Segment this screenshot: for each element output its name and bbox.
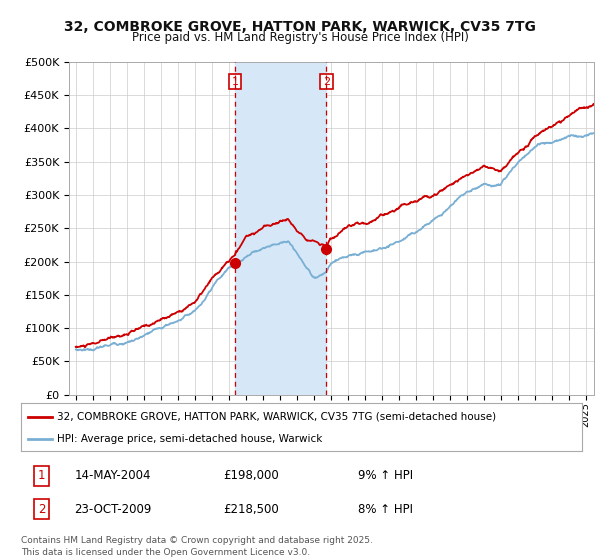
Text: £198,000: £198,000: [223, 469, 279, 482]
Text: 1: 1: [232, 77, 238, 87]
Text: 14-MAY-2004: 14-MAY-2004: [74, 469, 151, 482]
Text: 32, COMBROKE GROVE, HATTON PARK, WARWICK, CV35 7TG: 32, COMBROKE GROVE, HATTON PARK, WARWICK…: [64, 20, 536, 34]
Text: 9% ↑ HPI: 9% ↑ HPI: [358, 469, 413, 482]
Text: 2: 2: [38, 503, 46, 516]
Text: Price paid vs. HM Land Registry's House Price Index (HPI): Price paid vs. HM Land Registry's House …: [131, 31, 469, 44]
Text: 8% ↑ HPI: 8% ↑ HPI: [358, 503, 413, 516]
Text: 23-OCT-2009: 23-OCT-2009: [74, 503, 152, 516]
Text: 32, COMBROKE GROVE, HATTON PARK, WARWICK, CV35 7TG (semi-detached house): 32, COMBROKE GROVE, HATTON PARK, WARWICK…: [58, 412, 497, 422]
Text: £218,500: £218,500: [223, 503, 279, 516]
Text: HPI: Average price, semi-detached house, Warwick: HPI: Average price, semi-detached house,…: [58, 434, 323, 444]
Text: Contains HM Land Registry data © Crown copyright and database right 2025.
This d: Contains HM Land Registry data © Crown c…: [21, 536, 373, 557]
Text: 1: 1: [38, 469, 46, 482]
Text: 2: 2: [323, 77, 330, 87]
Bar: [235, 62, 326, 395]
